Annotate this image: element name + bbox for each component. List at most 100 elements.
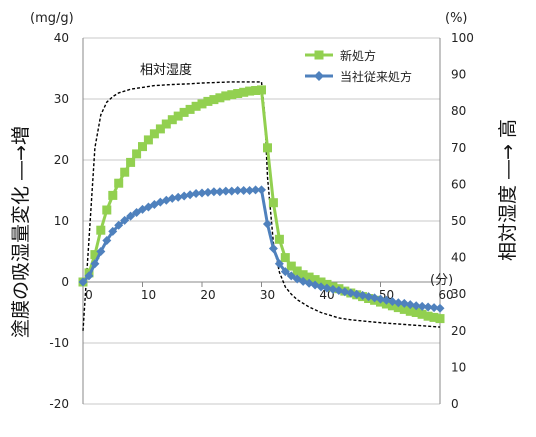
data-point: [239, 87, 249, 97]
data-point: [292, 266, 302, 276]
data-point: [215, 187, 225, 197]
data-point: [262, 219, 272, 229]
data-point: [245, 186, 255, 195]
data-point: [322, 283, 332, 293]
data-point: [298, 270, 308, 280]
data-point: [417, 301, 427, 311]
series-layer: [78, 81, 445, 331]
data-point: [84, 271, 94, 281]
left-tick-label: 20: [54, 153, 69, 167]
data-point: [96, 225, 106, 235]
data-point: [352, 289, 362, 299]
data-point: [334, 286, 344, 296]
data-point: [257, 185, 266, 195]
legend-label-old: 当社従来処方: [340, 69, 412, 84]
data-point: [376, 294, 385, 304]
data-point: [143, 135, 153, 145]
data-point: [411, 308, 421, 317]
right-tick-label: 60: [451, 177, 466, 191]
data-point: [209, 95, 219, 105]
legend: 新処方 当社従来処方: [305, 48, 412, 84]
x-axis-unit: (分): [430, 273, 453, 288]
left-tick-label: -10: [49, 336, 69, 350]
right-tick-label: 80: [451, 104, 466, 118]
legend-marker-new: [314, 50, 324, 60]
data-point: [149, 129, 159, 139]
right-tick-label: 40: [451, 251, 466, 265]
data-point: [257, 85, 266, 95]
data-point: [245, 86, 255, 96]
data-point: [108, 190, 118, 200]
data-point: [405, 300, 415, 310]
data-point: [96, 247, 106, 256]
data-point: [316, 277, 326, 287]
data-point: [173, 111, 183, 121]
data-point: [114, 220, 124, 230]
data-point: [203, 96, 213, 106]
data-point: [411, 301, 421, 311]
data-point: [90, 250, 100, 260]
data-point: [268, 243, 278, 253]
data-point: [108, 226, 118, 236]
right-tick-label: 20: [451, 324, 466, 338]
data-point: [78, 277, 88, 287]
x-tick-label: 30: [260, 288, 275, 302]
left-tick-label: 30: [54, 92, 69, 106]
right-tick-label: 30: [451, 287, 466, 301]
data-point: [251, 86, 261, 95]
data-point: [274, 234, 284, 244]
left-tick-label: -20: [49, 397, 69, 411]
data-point: [114, 178, 124, 188]
data-point: [364, 292, 374, 302]
data-point: [405, 306, 415, 316]
data-point: [203, 187, 213, 197]
x-tick-label: 10: [141, 288, 156, 302]
data-point: [197, 188, 207, 198]
data-point: [274, 259, 284, 269]
right-axis-label: 相対湿度 ―→ 高: [497, 119, 519, 261]
data-point: [120, 215, 130, 225]
right-tick-label: 100: [451, 31, 474, 45]
data-point: [268, 198, 278, 208]
data-point: [233, 89, 243, 98]
data-point: [280, 253, 290, 263]
data-point: [286, 261, 296, 271]
data-point: [167, 193, 177, 203]
right-tick-label: 0: [451, 397, 459, 411]
series-1: [78, 185, 445, 313]
data-point: [161, 119, 171, 129]
data-point: [429, 312, 439, 322]
data-point: [215, 93, 225, 103]
left-axis-unit: (mg/g): [30, 11, 74, 26]
right-tick-label: 70: [451, 141, 466, 155]
humidity-line: [82, 81, 441, 331]
left-axis-ticks: -20 -10 0 10 20 30 40: [49, 31, 69, 411]
series-2: [82, 81, 441, 331]
data-point: [185, 104, 195, 114]
right-tick-label: 50: [451, 214, 466, 228]
data-point: [179, 107, 189, 117]
data-point: [310, 275, 320, 285]
data-point: [185, 190, 195, 200]
left-tick-label: 0: [61, 275, 69, 289]
data-point: [429, 303, 439, 313]
data-point: [197, 99, 207, 109]
data-point: [90, 259, 100, 269]
data-point: [435, 303, 445, 313]
data-point: [191, 101, 201, 111]
data-point: [179, 191, 189, 201]
data-point: [102, 205, 112, 215]
data-point: [126, 157, 136, 167]
data-point: [358, 290, 368, 300]
data-point: [316, 282, 326, 292]
right-tick-label: 90: [451, 68, 466, 82]
x-tick-label: 60: [438, 288, 453, 302]
data-point: [328, 284, 338, 294]
data-point: [227, 186, 237, 196]
data-point: [191, 189, 201, 199]
right-axis-unit: (%): [445, 11, 468, 26]
left-tick-label: 40: [54, 31, 69, 45]
data-point: [393, 303, 403, 313]
data-point: [263, 143, 272, 153]
